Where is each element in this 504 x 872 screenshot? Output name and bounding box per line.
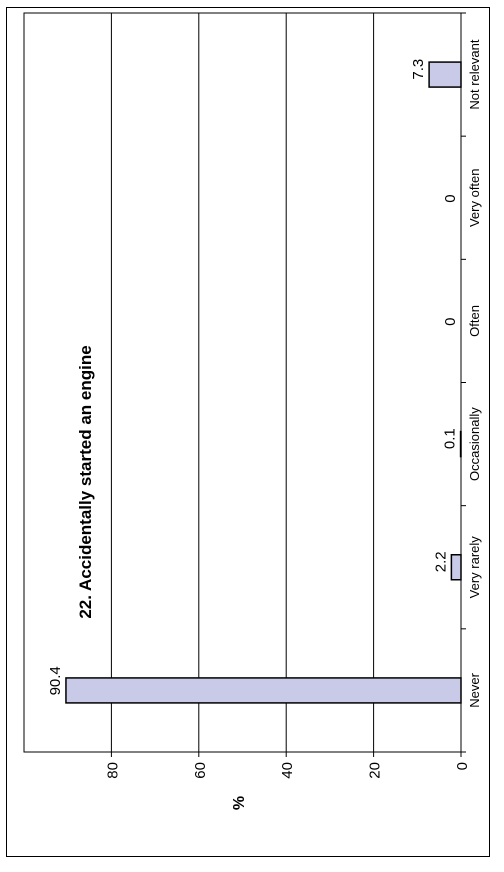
value-label: 7.3 [410,59,427,80]
bar-0 [65,677,462,704]
category-ticks [461,12,466,753]
y-axis-label: % [231,796,248,810]
category-label: Very often [467,168,482,227]
y-tick-label: 40 [279,762,296,779]
y-tick-label: 0 [454,762,471,770]
bar-1 [450,554,462,581]
value-label: 90.4 [47,666,64,695]
value-label: 0.1 [442,428,459,449]
category-label: Very rarely [467,536,482,599]
plot-area [23,12,462,753]
y-tick-label: 80 [104,762,121,779]
value-label: 0 [442,194,459,202]
category-labels: Never Very rarely Occasionally Often Very of… [467,39,482,708]
bar-5 [428,61,462,88]
category-label: Not relevant [467,39,482,109]
y-tick-label: 60 [192,762,209,779]
y-axis-ticks [110,752,462,757]
category-label: Often [467,305,482,337]
category-label: Occasionally [467,407,482,481]
value-label: 0 [442,318,459,326]
value-labels: 90.4 2.2 0.1 0 0 7.3 [47,59,459,696]
grid-lines [110,13,375,752]
value-label: 2.2 [432,551,449,572]
bars [65,61,462,704]
chart-title: 22. Accidentally started an engine [76,345,95,618]
y-tick-labels: 0 20 40 60 80 [104,762,471,779]
category-label: Never [467,672,482,707]
y-tick-label: 20 [367,762,384,779]
